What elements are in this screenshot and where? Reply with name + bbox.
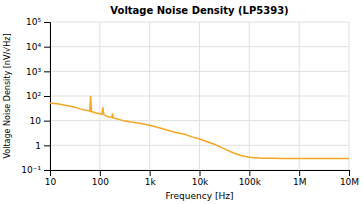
y-grid-line: [50, 120, 349, 121]
noise-line: [50, 96, 349, 159]
x-tick-mark: [200, 170, 201, 176]
y-grid-line: [50, 46, 349, 47]
x-tick-label: 10: [45, 177, 57, 187]
x-tick-mark: [349, 170, 350, 176]
y-tick: 10²: [26, 91, 50, 101]
y-tick-mark: [44, 96, 50, 97]
x-axis: 10 100 1k 10k 100k 1M 10M: [45, 170, 359, 187]
x-tick: 10: [45, 170, 57, 187]
y-tick-mark: [44, 170, 50, 171]
title: Voltage Noise Density (LP5393): [110, 5, 288, 16]
x-axis-title: Frequency [Hz]: [166, 191, 234, 201]
grid: [50, 22, 349, 170]
y-tick: 10³: [26, 67, 50, 77]
y-axis-line: [44, 23, 51, 171]
y-axis: 10⁻¹ 1 10 10² 10³ 10⁴ 10⁵: [21, 17, 50, 175]
y-grid-line: [50, 145, 349, 146]
y-tick-label: 10: [30, 116, 42, 126]
y-tick-label: 10³: [26, 67, 41, 77]
y-grid-line: [50, 71, 349, 72]
y-tick-label: 10²: [26, 91, 41, 101]
x-tick-label: 100: [92, 177, 109, 187]
y-grid-line: [50, 96, 349, 97]
y-grid-line: [50, 22, 349, 23]
y-tick-label: 10⁻¹: [21, 165, 41, 175]
chart: 10 100 1k 10k 100k 1M 10M 10⁻¹ 1 10 10² 10³ 10⁴ 10⁵ Fr…: [0, 0, 363, 204]
y-tick-mark: [44, 22, 50, 23]
y-tick-mark: [44, 145, 50, 146]
x-tick-label: 10M: [340, 177, 359, 187]
y-tick: 10⁻¹: [21, 165, 50, 175]
y-tick: 10⁵: [26, 17, 50, 27]
x-tick-label: 1k: [145, 177, 157, 187]
y-tick-label: 1: [35, 141, 41, 151]
x-tick-mark: [299, 170, 300, 176]
x-tick: 100: [92, 170, 109, 187]
x-tick: 10k: [192, 170, 209, 187]
y-tick-mark: [44, 47, 50, 48]
y-axis-title: Voltage Noise Density [nV/√Hz]: [3, 33, 12, 158]
y-tick-label: 10⁴: [26, 42, 41, 52]
x-tick: 100k: [239, 170, 262, 187]
x-tick: 1M: [293, 170, 307, 187]
x-tick-label: 10k: [192, 177, 209, 187]
y-tick: 10: [30, 116, 50, 126]
x-tick: 10M: [340, 170, 359, 187]
x-tick-mark: [150, 170, 151, 176]
x-tick: 1k: [145, 170, 157, 187]
x-axis-line: [51, 171, 350, 177]
y-tick-mark: [44, 121, 50, 122]
x-tick-label: 1M: [293, 177, 307, 187]
marks: [50, 96, 349, 159]
x-tick-label: 100k: [239, 177, 262, 187]
y-tick-mark: [44, 71, 50, 72]
y-tick: 1: [35, 141, 50, 151]
y-tick-label: 10⁵: [26, 17, 41, 27]
plot-area: 10 100 1k 10k 100k 1M 10M 10⁻¹ 1 10 10² 10³ 10⁴ 10⁵ Fr…: [3, 17, 359, 201]
x-tick-mark: [100, 170, 101, 176]
x-tick-mark: [249, 170, 250, 176]
y-tick: 10⁴: [26, 42, 50, 52]
